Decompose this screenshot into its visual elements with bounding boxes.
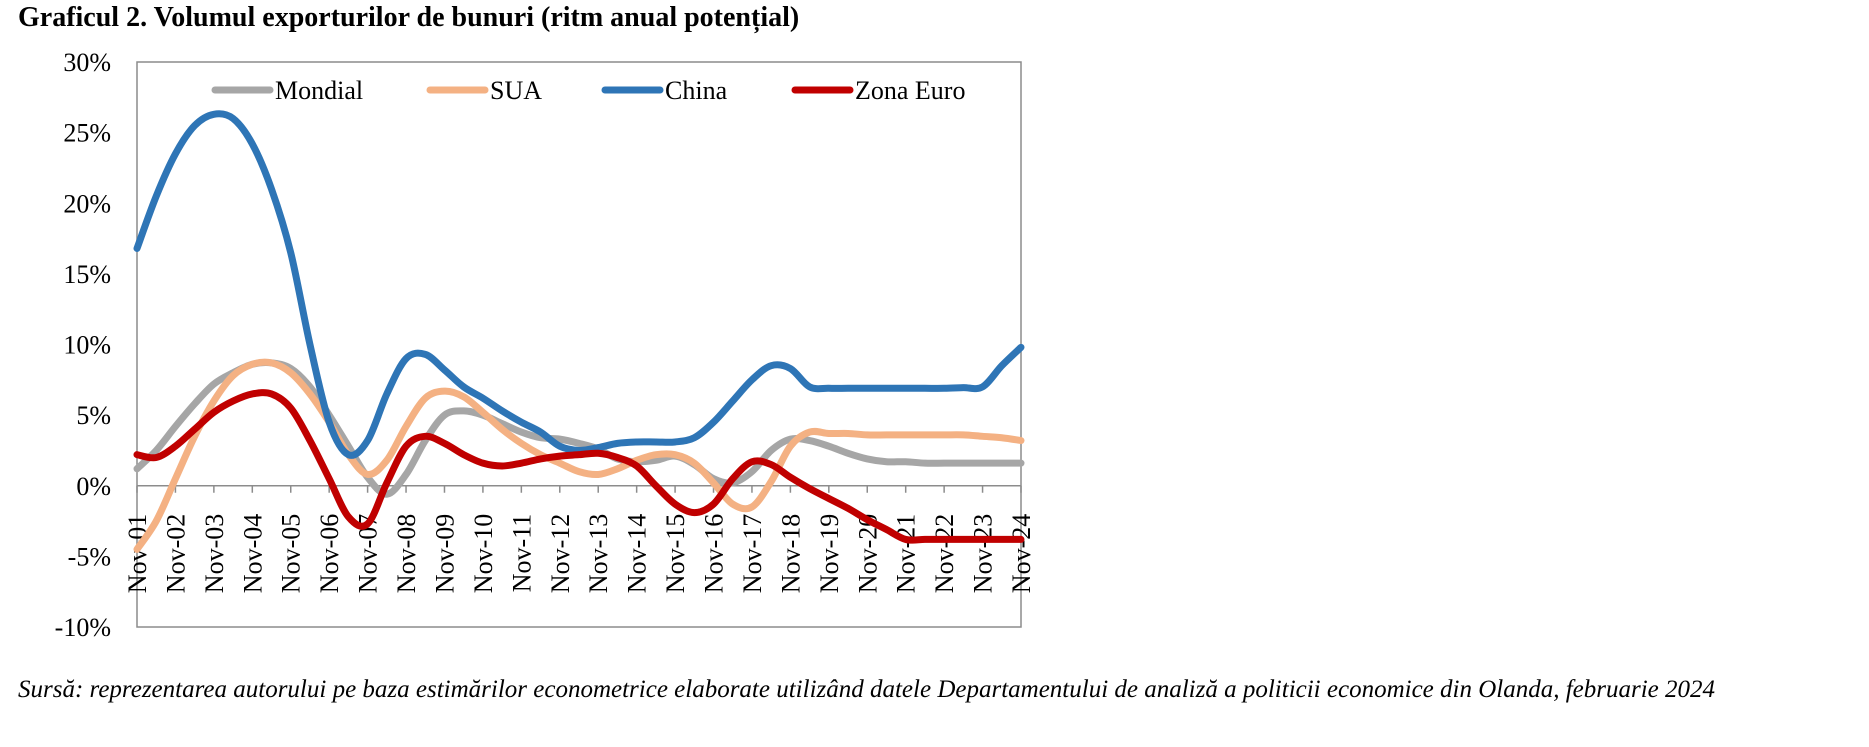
x-tick-label: Nov-01 <box>123 514 152 593</box>
x-tick-label: Nov-15 <box>661 514 690 593</box>
legend-label-zona-euro: Zona Euro <box>855 76 965 105</box>
y-tick-label: 25% <box>63 119 111 148</box>
x-tick-label: Nov-05 <box>277 514 306 593</box>
series-line-china <box>133 110 1025 459</box>
x-tick-label: Nov-13 <box>584 514 613 593</box>
x-tick-label: Nov-18 <box>776 514 805 593</box>
x-tick-label: Nov-02 <box>161 514 190 593</box>
plot-area <box>136 61 1022 628</box>
chart-title: Graficul 2. Volumul exporturilor de bunu… <box>18 2 800 33</box>
x-tick-label: Nov-09 <box>430 514 459 593</box>
x-tick-label: Nov-04 <box>238 514 267 593</box>
x-tick-label: Nov-21 <box>892 514 921 593</box>
x-tick-label: Nov-11 <box>507 514 536 592</box>
y-tick-label: 20% <box>63 189 111 218</box>
y-tick-label: 5% <box>76 401 111 430</box>
x-tick-label: Nov-24 <box>1007 514 1036 593</box>
y-tick-label: -5% <box>68 542 111 571</box>
x-tick-label: Nov-23 <box>969 514 998 593</box>
x-axis: Nov-01 Nov-02 Nov-03 Nov-04 Nov-05 Nov-06 Nov-… <box>123 485 1036 593</box>
x-tick-label: Nov-12 <box>546 514 575 593</box>
x-tick-label: Nov-16 <box>700 514 729 593</box>
y-axis: 30% 25% 20% 15% 10% 5% 0% -5% -10% <box>55 48 111 642</box>
series-line-sua <box>133 358 1025 553</box>
y-tick-label: 10% <box>63 331 111 360</box>
legend-label-sua: SUA <box>490 76 542 105</box>
y-tick-label: 15% <box>63 260 111 289</box>
x-tick-label: Nov-17 <box>738 514 767 593</box>
x-tick-label: Nov-19 <box>815 514 844 593</box>
legend: Mondial SUA China Zona Euro <box>211 76 965 105</box>
y-tick-label: 30% <box>63 48 111 77</box>
plot-border <box>136 61 1022 628</box>
x-tick-label: Nov-03 <box>200 514 229 593</box>
x-tick-label: Nov-22 <box>930 514 959 593</box>
x-tick-label: Nov-08 <box>392 514 421 593</box>
series-line-zona-euro <box>133 389 1025 544</box>
x-tick-label: Nov-10 <box>469 514 498 593</box>
legend-label-china: China <box>665 76 728 105</box>
x-tick-label: Nov-14 <box>623 514 652 593</box>
source-note: Sursă: reprezentarea autorului pe baza e… <box>18 676 1715 703</box>
y-tick-label: 0% <box>76 472 111 501</box>
series-lines <box>133 110 1025 553</box>
x-tick-label: Nov-06 <box>315 514 344 593</box>
legend-label-mondial: Mondial <box>275 76 363 105</box>
y-tick-label: -10% <box>55 613 111 642</box>
